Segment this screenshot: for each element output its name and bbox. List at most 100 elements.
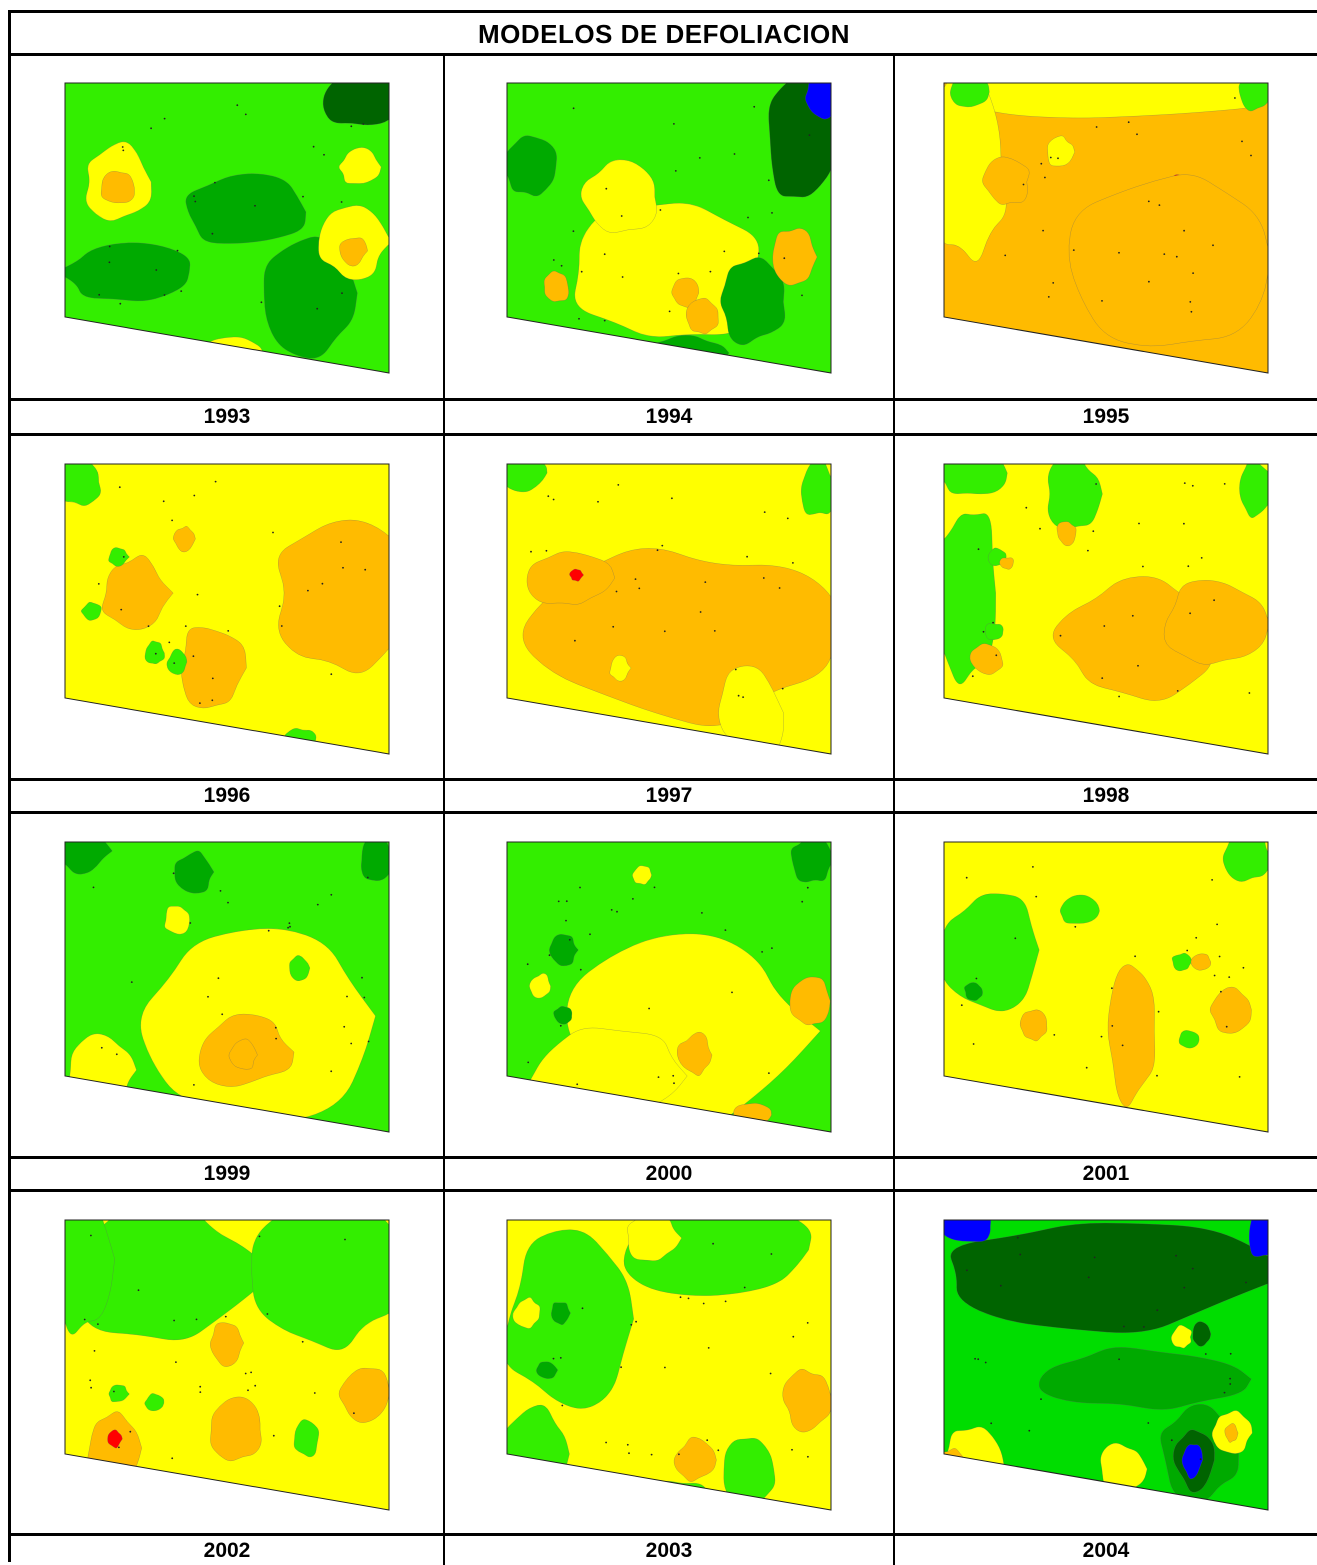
sample-point (1028, 1430, 1030, 1432)
sample-point (744, 1287, 746, 1289)
sample-point (1201, 557, 1203, 559)
sample-point (710, 271, 712, 273)
map-panel-2002 (11, 1194, 443, 1533)
defoliation-map (62, 1214, 392, 1514)
sample-point (712, 1243, 714, 1245)
sample-point (1230, 1353, 1232, 1355)
defoliation-map (62, 458, 392, 758)
sample-point (180, 290, 182, 292)
grid-line (11, 1189, 1317, 1192)
sample-point (199, 1391, 201, 1393)
sample-point (635, 1321, 637, 1323)
sample-point (1200, 1458, 1202, 1460)
sample-point (350, 125, 352, 127)
sample-point (616, 591, 618, 593)
map-zones (941, 836, 1271, 1136)
sample-point (782, 688, 784, 690)
map-zones (504, 77, 834, 377)
year-label-1999: 1999 (11, 1159, 443, 1189)
sample-point (735, 669, 737, 671)
sample-point (1040, 1398, 1042, 1400)
sample-point (589, 933, 591, 935)
map-zones (941, 77, 1271, 377)
sample-point (1159, 204, 1161, 206)
sample-point (1042, 230, 1044, 232)
sample-point (175, 1361, 177, 1363)
sample-point (1086, 1067, 1088, 1069)
sample-point (1147, 1422, 1149, 1424)
sample-point (972, 675, 974, 677)
sample-point (573, 230, 575, 232)
sample-point (119, 486, 121, 488)
sample-point (648, 1008, 650, 1010)
sample-point (272, 532, 274, 534)
sample-point (215, 481, 217, 483)
map-zones (62, 458, 392, 758)
sample-point (1111, 1025, 1113, 1027)
grid-line (11, 811, 1317, 814)
sample-point (367, 877, 369, 879)
sample-point (221, 1013, 223, 1015)
sample-point (120, 609, 122, 611)
sample-point (758, 253, 760, 255)
sample-point (1183, 1287, 1185, 1289)
sample-point (1184, 482, 1186, 484)
sample-point (1035, 896, 1037, 898)
sample-point (966, 877, 968, 879)
sample-point (307, 590, 309, 592)
map-zones (62, 1214, 392, 1514)
sample-point (664, 1367, 666, 1369)
map-zone-orange (278, 520, 392, 673)
sample-point (98, 294, 100, 296)
sample-point (580, 969, 582, 971)
sample-point (361, 977, 363, 979)
sample-point (978, 548, 980, 550)
sample-point (148, 625, 150, 627)
sample-point (723, 251, 725, 253)
map-zone-orange (101, 171, 134, 203)
sample-point (1142, 566, 1144, 568)
year-label-2001: 2001 (895, 1159, 1317, 1189)
sample-point (1132, 615, 1134, 617)
sample-point (131, 981, 133, 983)
sample-point (1092, 530, 1094, 532)
sample-point (558, 901, 560, 903)
sample-point (1122, 1045, 1124, 1047)
sample-point (1229, 1383, 1231, 1385)
year-label-1996: 1996 (11, 781, 443, 811)
sample-point (768, 179, 770, 181)
year-label-1993: 1993 (11, 401, 443, 433)
sample-point (605, 188, 607, 190)
sample-point (992, 622, 994, 624)
year-label-2002: 2002 (11, 1536, 443, 1565)
sample-point (364, 569, 366, 571)
sample-point (173, 872, 175, 874)
sample-point (807, 1456, 809, 1458)
sample-point (171, 1457, 173, 1459)
sample-point (597, 501, 599, 503)
sample-point (1219, 956, 1221, 958)
sample-point (620, 1366, 622, 1368)
sample-point (787, 518, 789, 520)
sample-point (90, 1387, 92, 1389)
sample-point (1057, 157, 1059, 159)
sample-point (118, 1447, 120, 1449)
sample-point (90, 1235, 92, 1237)
sample-point (974, 1358, 976, 1360)
sample-point (330, 1070, 332, 1072)
sample-point (197, 594, 199, 596)
grid-line (11, 433, 1317, 436)
sample-point (617, 484, 619, 486)
sample-point (164, 294, 166, 296)
sample-point (576, 1083, 578, 1085)
map-zones (941, 1214, 1271, 1514)
sample-point (84, 1319, 86, 1321)
sample-point (973, 1043, 975, 1045)
sample-point (553, 259, 555, 261)
sample-point (227, 902, 229, 904)
sample-point (1224, 1392, 1226, 1394)
sample-point (317, 904, 319, 906)
sample-point (1176, 256, 1178, 258)
defoliation-map (941, 836, 1271, 1136)
sample-point (341, 201, 343, 203)
